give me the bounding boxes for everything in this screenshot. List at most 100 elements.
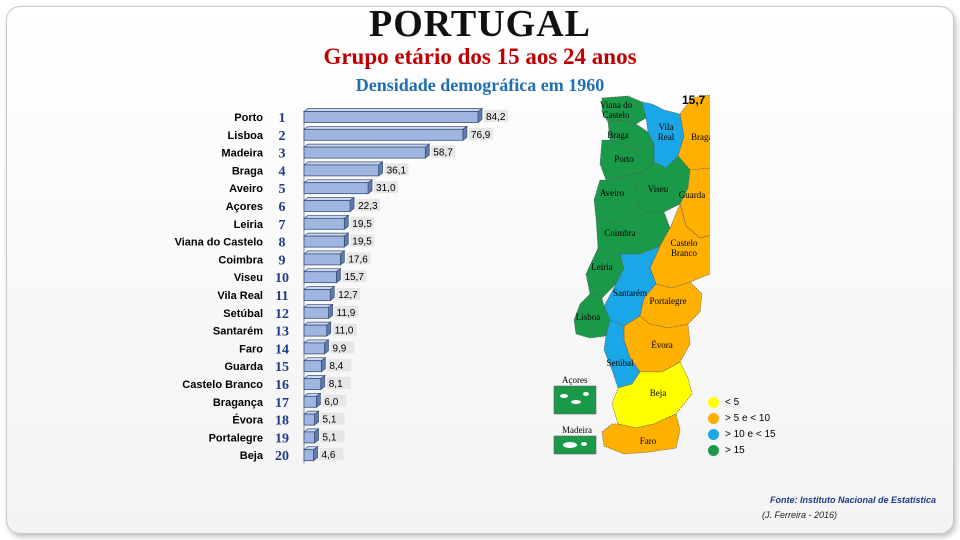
rank-label: 19 [275,431,289,446]
category-label: Açores [226,201,263,213]
category-label: Leiria [234,219,264,231]
madeira-island-icon [563,442,577,448]
rank-label: 16 [275,378,289,393]
category-label: Viseu [234,272,263,284]
legend-item: > 10 e < 15 [708,426,776,442]
data-label-bg [322,394,347,407]
district-label: Lisboa [576,312,601,322]
data-label-bg [431,145,456,158]
data-label: 19,5 [352,237,372,248]
azores-island-icon [583,392,589,396]
author-note: (J. Ferreira - 2016) [762,510,838,520]
district-braganca [677,94,710,171]
data-label: 76,9 [471,130,491,141]
bar [303,217,345,230]
azores-box [553,385,597,415]
azores-island-icon [571,400,581,404]
data-label: 19,5 [352,219,372,230]
madeira-island-icon [581,442,587,446]
bar-top [302,161,384,166]
rank-label: 9 [279,253,286,268]
bar-top [302,303,334,308]
rank-label: 1 [279,111,286,126]
district-vila-real [641,101,685,169]
data-label: 6,0 [324,397,338,408]
data-label-bg [356,199,381,211]
rank-label: 20 [275,449,289,464]
district-label: Coimbra [604,228,636,238]
district-label: Viana do Castelo [600,100,633,120]
data-label: 22,3 [358,201,378,212]
data-label-bg [332,323,357,336]
bar [303,271,337,284]
bar-top [302,214,350,219]
category-label: Madeira [221,148,263,160]
data-label: 9,9 [332,343,346,354]
legend-swatch-green [708,444,719,456]
data-label-bg [374,181,399,194]
data-label-bg [384,163,409,176]
data-label: 15,7 [344,272,364,283]
district-label: Bragança [691,132,710,142]
rank-label: 3 [279,147,286,162]
district-label: Vila Real [658,122,675,142]
district-label: Santarém [613,288,647,298]
category-label: Setúbal [223,308,263,320]
data-label-bg [320,412,345,425]
bar [303,449,314,462]
category-label: Viana do Castelo [175,237,264,249]
category-label: Braga [232,165,264,177]
madeira-label: Madeira [562,425,592,435]
rank-label: 6 [279,200,286,215]
bar-top [302,197,356,201]
data-label-bg [350,216,375,229]
legend-label: > 5 e < 10 [725,412,771,424]
district-label: Guarda [679,190,706,200]
legend-label: > 15 [725,444,745,456]
rank-label: 12 [275,307,289,322]
legend-item: < 5 [708,394,776,410]
azores-island-icon [560,394,568,398]
page-title: PORTUGAL [368,3,591,45]
district-label: Viseu [648,184,669,194]
data-label-bg [342,270,367,283]
category-label: Castelo Branco [182,379,263,391]
data-label: 31,0 [376,183,396,194]
district-label: Aveiro [600,188,625,198]
data-label: 17,6 [348,254,368,265]
category-label: Vila Real [217,290,263,302]
district-castelo-branco [649,203,710,289]
rank-label: 11 [275,289,288,304]
bar [303,146,426,159]
data-label: 4,6 [322,450,336,461]
district-portalegre [639,281,703,329]
bar-top [302,125,468,130]
district-viana-do-castelo [601,95,647,125]
district-label: Castelo Branco [671,238,698,258]
legend-swatch-yellow [708,396,719,408]
bar-top [302,286,336,290]
bar-top [302,143,431,148]
legend-swatch-orange [708,412,719,424]
rank-label: 18 [275,414,289,429]
data-label-bg [468,127,493,140]
legend-item: > 15 [708,442,776,458]
bar-top [302,321,332,326]
category-label: Aveiro [229,183,263,195]
bar-top [302,250,346,255]
category-label: Coimbra [218,254,264,266]
district-evora [623,315,691,373]
data-label: 84,2 [486,112,506,123]
category-label: Faro [239,343,263,355]
bar [303,253,341,266]
legend-item: > 5 e < 10 [708,410,776,426]
rank-label: 8 [279,236,286,251]
data-label: 5,1 [323,415,337,426]
islands-inset: Açores Madeira [553,375,597,455]
bar-top [302,232,350,237]
national-value: 15,7 [682,93,706,107]
bar [303,413,315,426]
category-label: Lisboa [228,130,264,142]
bar [303,200,351,212]
